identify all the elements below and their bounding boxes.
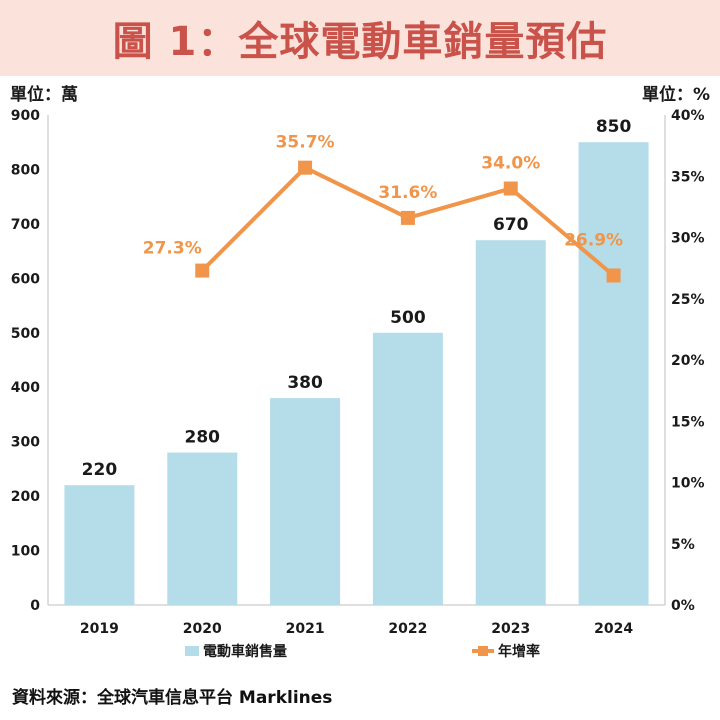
combo-chart: 0 100 200 300 400 500 600 700 800 900 0% 5% 10% 15% 20… (11, 108, 705, 660)
bar-2023 (475, 240, 546, 605)
bar-2020 (167, 452, 238, 605)
right-axis-tick-label: 20% (671, 353, 705, 369)
title-banner: 圖 1：全球電動車銷量預估 (0, 0, 720, 76)
bar-value-label: 380 (287, 373, 323, 393)
growth-rate-marker-2020 (195, 263, 210, 278)
bar-value-label: 850 (596, 117, 632, 137)
left-axis-tick-label: 400 (11, 380, 40, 396)
bar-2024 (578, 142, 649, 605)
growth-rate-label: 35.7% (276, 133, 335, 153)
x-axis-tick-label: 2021 (286, 621, 325, 637)
right-axis-tick-label: 10% (671, 476, 705, 492)
right-axis-tick-label: 0% (671, 598, 695, 614)
x-axis-tick-label: 2020 (183, 621, 222, 637)
legend-bar-swatch (185, 646, 199, 656)
bar-value-label: 220 (82, 460, 118, 480)
bar-2021 (270, 398, 341, 605)
left-axis-tick-label: 0 (30, 598, 40, 614)
left-axis-tick-label: 300 (11, 435, 40, 451)
left-axis-tick-label: 100 (11, 544, 40, 560)
right-axis-tick-label: 5% (671, 537, 695, 553)
x-axis-tick-label: 2023 (491, 621, 530, 637)
source-note: 資料來源：全球汽車信息平台 Marklines (12, 688, 333, 708)
bar-2019 (64, 485, 135, 605)
legend-bar-label: 電動車銷售量 (203, 643, 287, 660)
bar-2022 (372, 332, 443, 605)
left-axis-unit: 單位：萬 (10, 85, 78, 105)
growth-rate-marker-2021 (298, 160, 313, 175)
bar-value-label: 280 (185, 428, 221, 448)
right-axis-tick-label: 15% (671, 414, 705, 430)
growth-rate-label: 34.0% (481, 154, 540, 174)
growth-rate-marker-2023 (503, 181, 518, 196)
right-axis-unit: 單位：% (641, 85, 710, 105)
legend-line-label: 年增率 (498, 643, 540, 660)
x-axis-tick-label: 2024 (594, 621, 633, 637)
right-axis-tick-label: 35% (671, 169, 705, 185)
left-axis-tick-label: 800 (11, 162, 40, 178)
left-axis-tick-label: 500 (11, 326, 40, 342)
right-axis-tick-label: 40% (671, 108, 705, 124)
x-axis-tick-label: 2019 (80, 621, 119, 637)
bar-value-label: 500 (390, 308, 426, 328)
growth-rate-label: 31.6% (378, 183, 437, 203)
growth-rate-marker-2022 (400, 210, 415, 225)
left-axis-tick-label: 600 (11, 271, 40, 287)
left-axis-tick-label: 200 (11, 489, 40, 505)
left-axis-tick-label: 700 (11, 217, 40, 233)
x-axis-tick-label: 2022 (388, 621, 427, 637)
left-axis-tick-label: 900 (11, 108, 40, 124)
right-axis-tick-label: 30% (671, 231, 705, 247)
right-axis-tick-label: 25% (671, 292, 705, 308)
bar-value-label: 670 (493, 215, 529, 235)
legend-line-marker (478, 646, 488, 656)
chart-title: 圖 1：全球電動車銷量預估 (112, 19, 608, 65)
growth-rate-label: 27.3% (143, 239, 202, 259)
growth-rate-label: 26.9% (564, 230, 623, 250)
growth-rate-marker-2024 (606, 268, 621, 283)
